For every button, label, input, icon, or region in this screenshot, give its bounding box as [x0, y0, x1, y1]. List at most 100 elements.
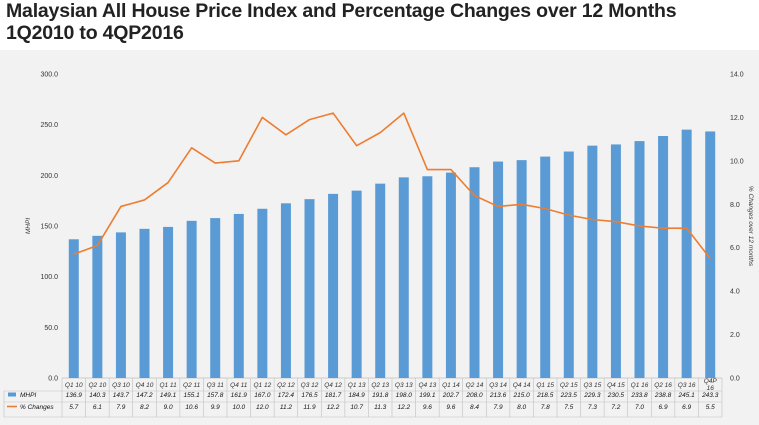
y-right-tick-label: 12.0: [730, 115, 744, 122]
y-axis-label: MHPI: [25, 218, 32, 234]
data-label-mhpi: 243.3: [701, 392, 719, 399]
data-label-mhpi: 218.5: [536, 392, 554, 399]
data-label-mhpi: 230.5: [607, 392, 625, 399]
data-label-mhpi: 184.9: [349, 392, 366, 399]
x-tick-label: Q3 14: [489, 382, 507, 389]
x-tick-label: Q3 10: [112, 382, 130, 389]
data-label-pct: 6.9: [682, 404, 691, 411]
combo-chart: 0.0 50.0 100.0 150.0 200.0 250.0 300.0 0.0 2.0 4.…: [3, 72, 754, 418]
bar-mhpi: [351, 190, 362, 378]
y-tick-label: 200.0: [40, 173, 58, 180]
data-label-pct: 8.2: [140, 404, 149, 411]
data-label-pct: 6.9: [659, 404, 668, 411]
chart-title-line-1: Malaysian All House Price Index and Perc…: [6, 0, 677, 22]
data-label-mhpi: 238.8: [654, 392, 672, 399]
data-label-mhpi: 143.7: [113, 392, 130, 399]
data-label-mhpi: 161.9: [231, 392, 248, 399]
x-tick-label: Q1 15: [536, 382, 554, 389]
data-label-pct: 12.0: [256, 404, 269, 411]
data-label-mhpi: 202.7: [442, 392, 460, 399]
legend-label-pct: % Changes: [20, 404, 54, 411]
y-right-axis-label: % Changes over 12 months: [747, 186, 754, 267]
x-tick-label: Q2 12: [277, 382, 295, 389]
data-label-pct: 5.5: [706, 404, 715, 411]
x-tick-label: Q2 15: [560, 382, 578, 389]
y-tick-label: 0.0: [48, 376, 58, 383]
x-tick-label: Q4 13: [418, 382, 436, 389]
x-tick-label: Q1 13: [348, 382, 366, 389]
data-label-mhpi: 167.0: [254, 392, 271, 399]
bar-mhpi: [115, 232, 126, 378]
x-tick-label: Q4 10: [136, 382, 154, 389]
x-tick-label: Q4 11: [230, 382, 248, 389]
bar-mhpi: [398, 177, 409, 378]
data-label-pct: 7.3: [588, 404, 597, 411]
data-label-mhpi: 149.1: [160, 392, 177, 399]
data-label-mhpi: 208.0: [465, 392, 483, 399]
bar-mhpi: [422, 176, 433, 378]
y-tick-label: 300.0: [40, 72, 58, 79]
data-label-mhpi: 223.5: [560, 392, 578, 399]
x-tick-label: Q2 13: [371, 382, 389, 389]
x-tick-label: Q4 12: [324, 382, 342, 389]
y-tick-label: 50.0: [44, 325, 58, 332]
y-tick-label: 250.0: [40, 122, 58, 129]
y-right-tick-label: 6.0: [730, 245, 740, 252]
data-label-mhpi: 155.1: [184, 392, 201, 399]
x-tick-label: Q3 16: [678, 382, 696, 389]
y-tick-label: 150.0: [40, 224, 58, 231]
bar-mhpi: [516, 160, 527, 378]
data-label-pct: 7.0: [635, 404, 644, 411]
data-label-pct: 9.6: [423, 404, 432, 411]
data-label-mhpi: 245.1: [678, 392, 696, 399]
x-tick-label: Q1 16: [631, 382, 649, 389]
y-right-tick-label: 8.0: [730, 202, 740, 209]
x-tick-label: Q4P 16: [704, 378, 718, 392]
y-right-tick-label: 14.0: [730, 72, 744, 79]
data-label-pct: 9.0: [164, 404, 173, 411]
bar-mhpi: [375, 183, 386, 378]
bar-mhpi: [304, 199, 315, 378]
line-pct-changes: [73, 112, 711, 260]
data-label-pct: 5.7: [69, 404, 78, 411]
bar-mhpi: [233, 213, 244, 378]
bar-mhpi: [210, 218, 221, 378]
data-label-pct: 11.3: [374, 404, 387, 411]
data-label-mhpi: 140.3: [89, 392, 106, 399]
chart-panel: 0.0 50.0 100.0 150.0 200.0 250.0 300.0 0.0 2.0 4.…: [0, 50, 759, 425]
bar-mhpi: [68, 239, 79, 378]
data-label-pct: 7.2: [611, 404, 620, 411]
data-label-pct: 7.8: [541, 404, 550, 411]
x-tick-label: Q2 10: [88, 382, 106, 389]
bar-mhpi: [328, 193, 339, 378]
chart-title-line-2: 1Q2010 to 4QP2016: [6, 22, 184, 44]
bar-mhpi: [92, 235, 103, 378]
data-label-pct: 6.1: [93, 404, 102, 411]
data-label-mhpi: 176.5: [301, 392, 318, 399]
x-tick-label: Q2 14: [466, 382, 484, 389]
data-label-mhpi: 147.2: [136, 392, 153, 399]
data-label-pct: 10.6: [185, 404, 198, 411]
data-label-mhpi: 136.9: [66, 392, 83, 399]
bar-mhpi: [186, 220, 197, 378]
data-label-pct: 7.9: [116, 404, 125, 411]
data-label-pct: 12.2: [327, 404, 340, 411]
x-tick-label: Q1 14: [442, 382, 460, 389]
y-right-tick-label: 4.0: [730, 289, 740, 296]
x-tick-label: Q4 14: [513, 382, 531, 389]
x-tick-label: Q1 12: [253, 382, 271, 389]
x-tick-label: Q2 11: [183, 382, 201, 389]
bar-mhpi: [634, 141, 645, 378]
data-label-pct: 11.9: [303, 404, 316, 411]
data-label-mhpi: 157.8: [207, 392, 224, 399]
data-label-pct: 7.9: [494, 404, 503, 411]
data-label-mhpi: 229.3: [583, 392, 601, 399]
x-tick-label: Q1 11: [159, 382, 177, 389]
bar-mhpi: [587, 145, 598, 378]
data-label-mhpi: 215.0: [513, 392, 531, 399]
x-tick-label: Q3 12: [301, 382, 319, 389]
y-right-tick-label: 2.0: [730, 332, 740, 339]
data-label-pct: 9.6: [446, 404, 455, 411]
x-tick-label: Q1 10: [65, 382, 83, 389]
bar-mhpi: [563, 151, 574, 378]
